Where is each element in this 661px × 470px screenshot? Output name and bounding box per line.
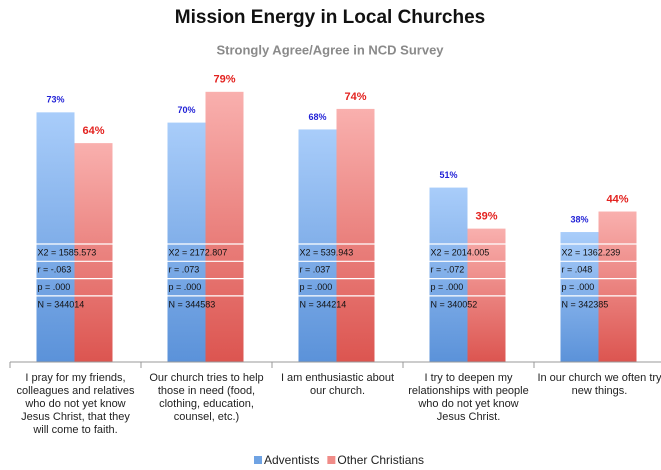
- stat-text: X2 = 2172.807: [169, 247, 228, 257]
- stat-text: p = .000: [300, 282, 333, 292]
- value-label: 73%: [46, 95, 64, 105]
- legend-label: Adventists: [264, 453, 319, 467]
- bar: [336, 108, 375, 362]
- bar: [36, 112, 75, 362]
- chart-title: Mission Energy in Local Churches: [175, 7, 485, 28]
- bar: [560, 232, 599, 362]
- stat-text: N = 344214: [300, 299, 347, 309]
- stat-text: p = .000: [562, 282, 595, 292]
- stat-text: X2 = 1585.573: [38, 247, 97, 257]
- legend-swatch: [327, 456, 336, 464]
- legend-swatch: [254, 456, 262, 464]
- stat-text: X2 = 1362.239: [562, 247, 621, 257]
- value-label: 70%: [177, 105, 195, 115]
- value-label: 64%: [82, 125, 104, 137]
- stat-text: p = .000: [169, 282, 202, 292]
- value-label: 68%: [308, 112, 326, 122]
- bar: [429, 187, 468, 362]
- stat-text: N = 344014: [38, 299, 85, 309]
- stat-text: p = .000: [431, 282, 464, 292]
- stat-text: r = .073: [169, 265, 200, 275]
- stat-text: r = .048: [562, 265, 593, 275]
- value-label: 74%: [344, 91, 366, 103]
- stat-text: r = -.072: [431, 265, 465, 275]
- x-tick-label: In our church we often try new things.: [537, 372, 661, 397]
- chart-subtitle: Strongly Agree/Agree in NCD Survey: [216, 42, 444, 57]
- bar: [74, 143, 113, 362]
- stat-text: r = -.063: [38, 265, 72, 275]
- value-label: 79%: [213, 74, 235, 86]
- x-tick-label: I am enthusiastic about our church.: [280, 372, 395, 397]
- stat-text: N = 340052: [431, 299, 478, 309]
- value-label: 38%: [570, 214, 588, 224]
- x-tick-label: I try to deepen my relationships with pe…: [408, 372, 529, 423]
- x-tick-label: I pray for my friends, colleagues and re…: [16, 372, 135, 436]
- stat-text: N = 342385: [562, 299, 609, 309]
- stat-text: X2 = 539.943: [300, 247, 354, 257]
- value-label: 51%: [439, 170, 457, 180]
- value-label: 44%: [606, 193, 628, 205]
- stat-text: r = .037: [300, 265, 331, 275]
- x-tick-label: Our church tries to help those in need (…: [149, 372, 264, 423]
- value-label: 39%: [475, 211, 497, 223]
- bar: [205, 91, 244, 362]
- bar: [167, 122, 206, 362]
- legend-label: Other Christians: [337, 453, 424, 467]
- stat-text: p = .000: [38, 282, 71, 292]
- bar: [298, 129, 337, 362]
- bar: [598, 211, 637, 362]
- stat-text: X2 = 2014.005: [431, 247, 490, 257]
- stat-text: N = 344583: [169, 299, 216, 309]
